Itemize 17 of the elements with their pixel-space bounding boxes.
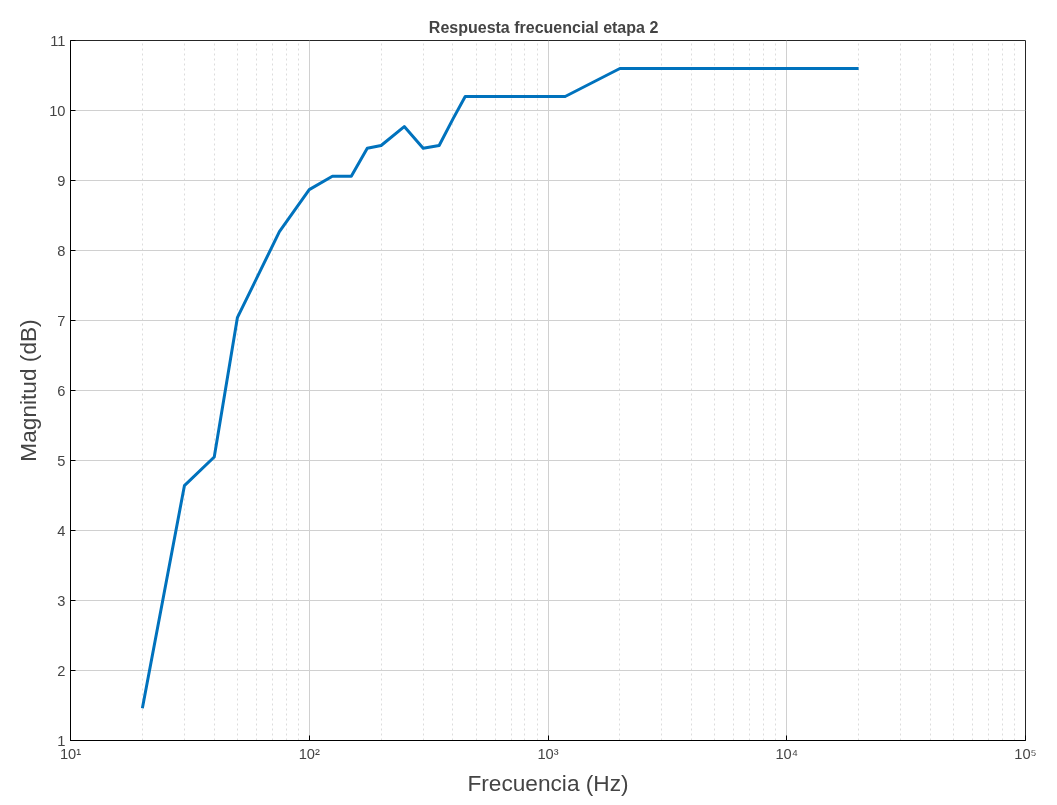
y-tick-label: 6 [57, 382, 66, 399]
y-tick-label: 11 [50, 32, 66, 49]
y-tick-label: 2 [57, 662, 66, 679]
y-tick-label: 7 [57, 312, 66, 329]
y-tick-label: 9 [57, 172, 66, 189]
y-axis-title: Magnitud (dB) [15, 319, 42, 462]
y-tick-label: 10 [49, 102, 66, 119]
y-tick-label: 4 [57, 522, 66, 539]
chart-title: Respuesta frecuencial etapa 2 [428, 18, 659, 36]
y-tick-label: 5 [57, 452, 66, 469]
x-tick-label: 10³ [537, 745, 559, 762]
y-tick-label: 3 [57, 592, 66, 609]
y-tick-label: 8 [57, 242, 66, 259]
x-tick-label: 10⁵ [1014, 745, 1037, 762]
x-tick-label: 10² [298, 745, 320, 762]
x-axis-title: Frecuencia (Hz) [467, 769, 629, 796]
x-tick-label: 10⁴ [775, 745, 799, 762]
